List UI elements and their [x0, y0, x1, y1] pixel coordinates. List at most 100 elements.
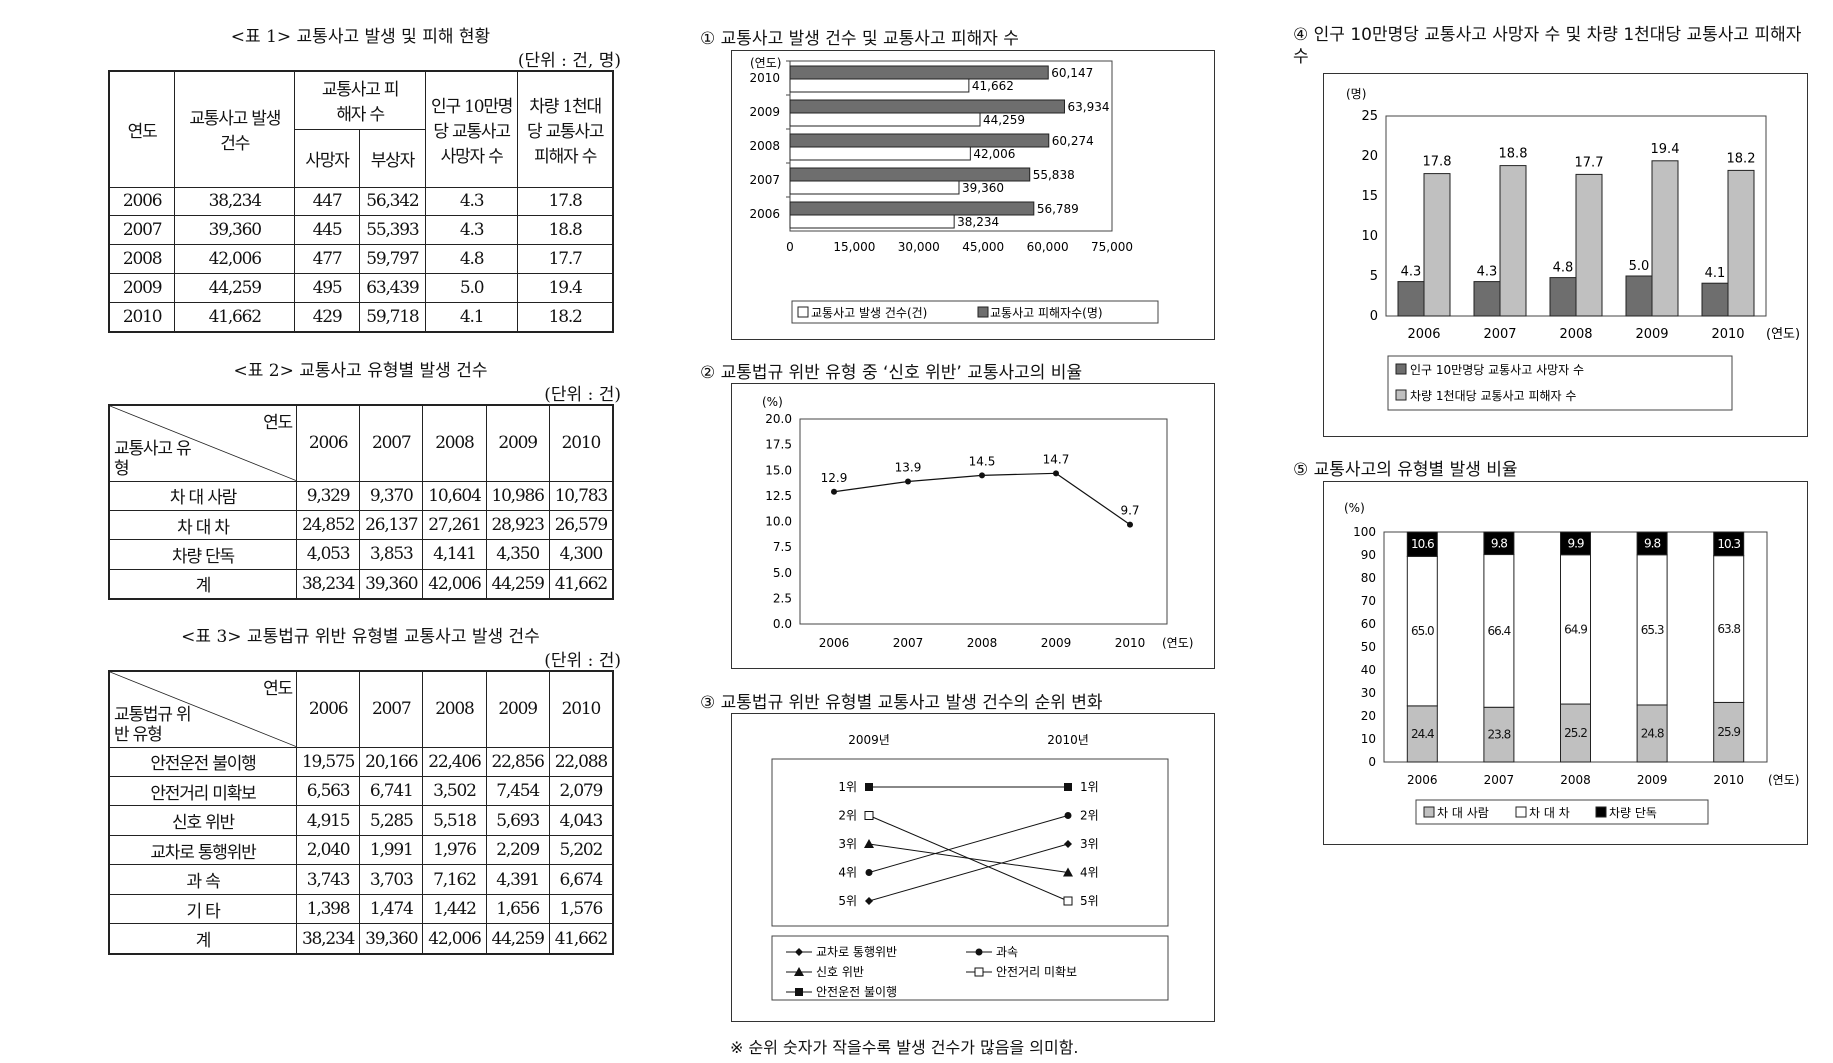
bar-segment — [1406, 705, 1438, 763]
legend-box — [1415, 799, 1709, 825]
marker-diamond — [795, 948, 803, 956]
data-label: 4.8 — [1553, 261, 1574, 276]
marker-square-open — [1063, 896, 1073, 906]
data-label: 66.4 — [1488, 624, 1511, 638]
x-tick-label: 2010 — [1711, 327, 1744, 342]
data-label: 5.0 — [1629, 259, 1650, 274]
bar-deaths — [1701, 282, 1729, 317]
data-label: 23.8 — [1488, 728, 1511, 742]
x-tick-label: 2010 — [1115, 636, 1146, 650]
bar-deaths — [1397, 281, 1425, 317]
y-tick-label: 17.5 — [765, 438, 792, 452]
x-tick-label: 2009 — [1637, 773, 1668, 787]
x-tick-label: 2008 — [1560, 773, 1591, 787]
t2-year: 2008 — [422, 404, 487, 482]
data-label: 44,259 — [983, 113, 1025, 127]
x-tick-label: 45,000 — [962, 240, 1004, 254]
y-tick-label: 20 — [1361, 709, 1376, 723]
table3-unit: (단위 : 건) — [544, 651, 621, 671]
y-tick-label: 0.0 — [773, 617, 792, 631]
marker-square — [1064, 783, 1072, 791]
bar-accidents — [789, 112, 981, 127]
chart1-title: ① 교통사고 발생 건수 및 교통사고 피해자 수 — [700, 29, 1019, 49]
x-label: 2010년 — [1047, 733, 1089, 747]
chart3-note: ※ 순위 숫자가 작을수록 발생 건수가 많음을 의미함. — [730, 1038, 1079, 1057]
legend-swatch — [1395, 363, 1407, 375]
bar-segment — [1483, 554, 1515, 708]
table-row: 계 38,234 39,360 42,006 44,259 41,662 — [108, 923, 614, 955]
chart3-title: ③ 교통법규 위반 유형별 교통사고 발생 건수의 순위 변화 — [700, 693, 1103, 713]
marker-square-open — [864, 811, 874, 820]
y-tick-label: 2010 — [749, 71, 780, 85]
data-point — [979, 472, 985, 479]
t1-h-death: 사망자 — [294, 128, 360, 188]
y-tick-label: 30 — [1361, 686, 1376, 700]
table-row: 안전운전 불이행 19,575 20,166 22,406 22,856 22,088 — [108, 746, 614, 777]
bar-segment — [1636, 531, 1668, 556]
chart3-frame: 2009년 2010년 1위 1위 2위 2위 3위 3위 4위 4위 5위 5위 교차로 통행위반 과속… — [731, 713, 1215, 1022]
rank-label: 5위 — [838, 894, 857, 908]
data-label: 18.8 — [1499, 147, 1528, 162]
t2-year: 2007 — [359, 404, 424, 482]
marker-square — [795, 988, 803, 996]
x-tick-label: 2007 — [893, 636, 924, 650]
marker-square — [865, 783, 873, 791]
x-tick-label: 15,000 — [833, 240, 875, 254]
data-label: 4.1 — [1705, 266, 1726, 281]
axis-unit-label: (연도) — [750, 56, 781, 70]
data-point — [831, 488, 837, 495]
table2-caption: <표 2> 교통사고 유형별 발생 건수 — [233, 361, 488, 381]
y-tick-label: 0 — [1368, 755, 1376, 769]
t1-h-vic: 교통사고 피해자 수 — [294, 70, 426, 130]
bar-segment — [1713, 701, 1745, 763]
legend-label: 차 대 사람 — [1437, 806, 1489, 820]
t3-corner-bottom: 교통법규 위반 유형 — [114, 704, 192, 745]
legend-label: 과속 — [996, 945, 1018, 959]
data-label: 18.2 — [1727, 151, 1756, 166]
legend-label: 교통사고 발생 건수(건) — [811, 306, 927, 320]
y-tick-label: 2007 — [749, 173, 780, 187]
legend-label: 안전운전 불이행 — [816, 984, 897, 999]
bar-segment — [1636, 704, 1668, 763]
data-label: 60,147 — [1051, 66, 1093, 80]
data-label: 55,838 — [1033, 168, 1075, 182]
data-label: 9.8 — [1644, 537, 1660, 551]
table-row: 차량 단독 4,053 3,853 4,141 4,350 4,300 — [108, 539, 614, 570]
data-label: 9.8 — [1491, 536, 1507, 550]
data-label: 63.8 — [1717, 622, 1740, 636]
series-line — [868, 815, 1069, 873]
x-tick-label: 2006 — [819, 636, 850, 650]
rank-label: 2위 — [1080, 809, 1099, 823]
table-row: 2009 44,259 495 63,439 5.0 19.4 — [108, 273, 614, 303]
data-label: 25.2 — [1564, 726, 1587, 740]
bar-accidents — [789, 180, 960, 195]
t2-corner-bottom: 교통사고 유형 — [114, 438, 192, 479]
x-tick-label: 2008 — [967, 636, 998, 650]
series-line — [868, 843, 1069, 902]
legend-label: 교통사고 피해자수(명) — [990, 306, 1103, 320]
data-label: 64.9 — [1564, 622, 1587, 636]
y-tick-label: 40 — [1361, 663, 1376, 677]
t3-year: 2010 — [548, 670, 614, 748]
data-label: 38,234 — [957, 215, 999, 229]
y-tick-label: 12.5 — [765, 489, 792, 503]
table-row: 차 대 차 24,852 26,137 27,261 28,923 26,579 — [108, 509, 614, 541]
bar-segment — [1560, 531, 1591, 556]
table3-caption: <표 3> 교통법규 위반 유형별 교통사고 발생 건수 — [181, 627, 540, 647]
marker-diamond — [1064, 840, 1072, 848]
t3-year: 2009 — [485, 670, 550, 748]
bar-deaths — [1625, 275, 1653, 317]
bar-victims — [789, 201, 1035, 216]
marker-triangle — [794, 967, 804, 976]
table-row: 기 타 1,398 1,474 1,442 1,656 1,576 — [108, 893, 614, 925]
legend-swatch — [797, 306, 809, 318]
bar-accidents — [789, 146, 971, 161]
t1-h-veh: 차량 1천대당 교통사고 피해자 수 — [517, 70, 614, 188]
y-unit-label: (%) — [1344, 501, 1365, 515]
table-row: 2008 42,006 477 59,797 4.8 17.7 — [108, 244, 614, 275]
data-point — [1053, 470, 1059, 477]
y-tick-label: 90 — [1361, 548, 1376, 562]
bar-segment — [1406, 531, 1438, 557]
data-label: 56,789 — [1037, 202, 1079, 216]
bar-victims — [1575, 173, 1603, 317]
